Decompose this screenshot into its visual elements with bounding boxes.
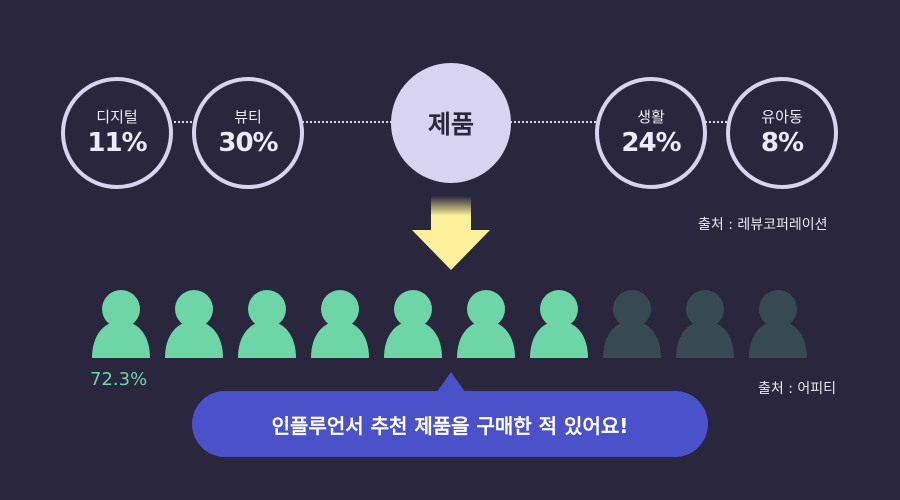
connector-line — [170, 121, 196, 123]
bubble-pointer — [437, 372, 465, 392]
center-product: 제품 — [391, 63, 511, 183]
person-icon — [749, 290, 807, 358]
category-kids: 유아동 8% — [726, 77, 838, 189]
person-icon — [676, 290, 734, 358]
source-bottom: 출처 : 어피티 — [758, 381, 837, 397]
speech-bubble: 인플루언서 추천 제품을 구매한 적 있어요! — [192, 391, 708, 457]
person-icon-highlighted — [311, 290, 369, 358]
person-icon — [603, 290, 661, 358]
category-label: 뷰티 — [234, 108, 262, 126]
category-value: 24% — [621, 128, 681, 158]
category-living: 생활 24% — [595, 77, 707, 189]
person-icon-highlighted — [530, 290, 588, 358]
category-label: 유아동 — [761, 108, 803, 126]
category-value: 11% — [87, 128, 147, 158]
person-icon-highlighted — [384, 290, 442, 358]
source-top: 출처 : 레뷰코퍼레이션 — [698, 217, 828, 233]
category-label: 디지털 — [96, 108, 138, 126]
connector-line — [302, 121, 392, 123]
category-value: 8% — [760, 128, 804, 158]
category-digital: 디지털 11% — [61, 77, 173, 189]
people-icons — [92, 290, 807, 358]
percent-label: 72.3% — [90, 369, 148, 390]
person-icon-highlighted — [457, 290, 515, 358]
person-icon-highlighted — [165, 290, 223, 358]
person-icon-highlighted — [238, 290, 296, 358]
category-label: 생활 — [637, 108, 665, 126]
person-icon-highlighted — [92, 290, 150, 358]
category-beauty: 뷰티 30% — [192, 77, 304, 189]
connector-line — [705, 121, 731, 123]
connector-line — [510, 121, 600, 123]
category-value: 30% — [218, 128, 278, 158]
